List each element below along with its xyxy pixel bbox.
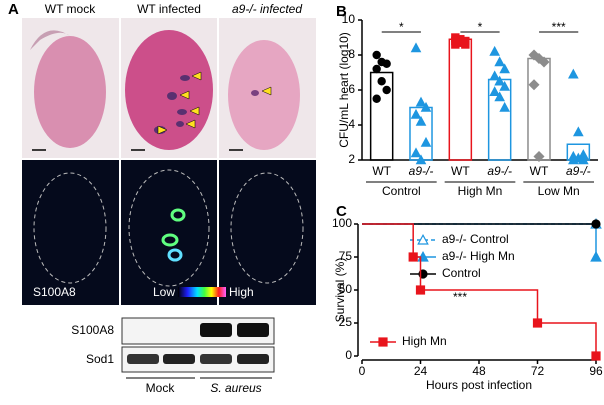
marker [415, 96, 427, 107]
marker [382, 85, 391, 95]
marker [573, 126, 584, 137]
bar [527, 57, 551, 161]
panel-label: C [336, 203, 347, 220]
bar [448, 38, 473, 161]
x-axis-title: Hours post infection [426, 378, 532, 392]
x-tick-label: 72 [531, 364, 545, 378]
imaging-row [22, 160, 316, 305]
marker [415, 285, 426, 295]
significance: *** [552, 20, 566, 34]
significance: * [399, 20, 404, 34]
marker [499, 101, 510, 112]
marker [415, 115, 427, 126]
y-tick-label: 6 [348, 82, 355, 96]
western-blot [121, 317, 275, 379]
x-tick-label: a9-/- [566, 164, 591, 178]
marker [499, 80, 510, 91]
y-tick-label: 50 [339, 282, 353, 296]
annotation: *** [453, 290, 467, 304]
marker [420, 136, 432, 147]
marker [591, 351, 601, 361]
x-tick-label: 24 [414, 364, 428, 378]
group-label: Control [382, 184, 421, 198]
marker [461, 40, 470, 49]
blot-group-label: S. aureus [210, 381, 261, 395]
marker [408, 252, 418, 262]
y-tick-label: 4 [348, 117, 355, 131]
marker [489, 45, 500, 56]
marker [378, 337, 388, 347]
blot-row-label: Sod1 [86, 352, 114, 366]
marker [538, 56, 550, 68]
y-tick-label: 10 [342, 12, 356, 26]
x-tick-label: WT [451, 164, 470, 178]
y-tick-label: 100 [332, 216, 352, 230]
marker [568, 68, 579, 79]
y-tick-label: 8 [348, 47, 355, 61]
marker [494, 91, 505, 102]
x-tick-label: a9-/- [409, 164, 434, 178]
y-axis-title: Survival (%) [333, 258, 347, 323]
column-title: WT infected [137, 2, 201, 16]
column-title: WT mock [45, 2, 96, 16]
marker [489, 70, 500, 81]
legend-label: Control [442, 266, 481, 280]
marker [568, 154, 579, 165]
blot-group-label: Mock [146, 381, 176, 395]
marker [494, 56, 505, 67]
x-tick-label: a9-/- [487, 164, 512, 178]
marker [382, 59, 391, 68]
x-tick-label: WT [530, 164, 549, 178]
marker [494, 75, 505, 86]
x-tick-label: 48 [472, 364, 486, 378]
marker [420, 101, 432, 112]
marker [372, 94, 381, 103]
marker [410, 108, 422, 119]
scale-low: Low [153, 285, 175, 299]
marker [532, 318, 543, 328]
histology-row [22, 18, 316, 158]
stain-label: S100A8 [33, 285, 76, 299]
y-tick-label: 0 [345, 348, 352, 362]
marker [591, 219, 601, 229]
marker [410, 147, 422, 158]
marker [372, 64, 381, 74]
marker [533, 52, 545, 65]
legend-label: High Mn [402, 334, 447, 348]
column-title: a9-/- infected [232, 2, 302, 16]
y-tick-label: 2 [348, 152, 355, 166]
marker [533, 150, 545, 163]
panel-label: A [8, 1, 19, 18]
x-tick-label: WT [372, 164, 391, 178]
y-tick-label: 25 [339, 315, 353, 329]
group-label: Low Mn [538, 184, 580, 198]
marker [499, 63, 510, 74]
x-tick-label: 0 [359, 364, 366, 378]
marker [451, 40, 460, 49]
y-axis-title: CFU/mL heart (log10) [337, 32, 351, 148]
marker [489, 86, 500, 96]
marker [578, 154, 589, 165]
marker [372, 50, 381, 60]
marker [417, 233, 429, 245]
panel-label: B [336, 3, 347, 20]
significance: * [478, 20, 483, 34]
group-label: High Mn [458, 184, 503, 198]
legend-label: a9-/- Control [442, 232, 509, 246]
blot-row-label: S100A8 [71, 323, 114, 337]
legend-label: a9-/- High Mn [442, 249, 515, 263]
marker [410, 42, 422, 53]
bar [369, 71, 394, 161]
x-tick-label: 96 [589, 364, 603, 378]
marker [377, 77, 386, 86]
marker [590, 250, 602, 262]
marker [528, 49, 540, 61]
scale-high: High [229, 285, 254, 299]
y-tick-label: 75 [339, 249, 353, 263]
marker [415, 154, 427, 165]
marker [528, 79, 540, 91]
